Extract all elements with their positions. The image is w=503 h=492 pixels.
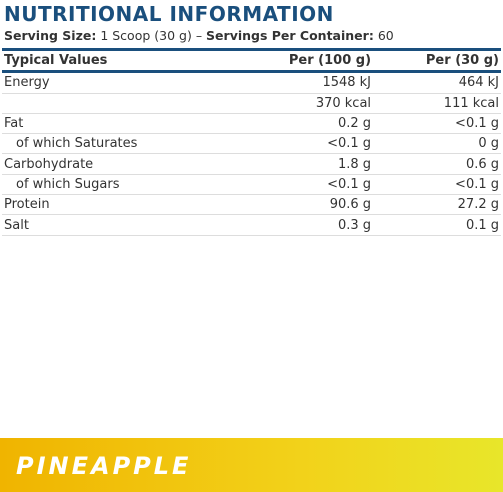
table-row: Energy 1548 kJ 464 kJ [2, 71, 501, 94]
table-row: Protein 90.6 g 27.2 g [2, 194, 501, 216]
table-row: Salt 0.3 g 0.1 g [2, 214, 501, 236]
flavor: PINEAPPLE [16, 452, 192, 480]
cell-value: 1548 kJ [230, 71, 374, 94]
cell-value: <0.1 g [230, 133, 374, 155]
cell-label: Carbohydrate [2, 153, 231, 175]
nutrition-table: Typical Values Per (100 g) Per (30 g) Energ… [2, 47, 501, 236]
table-row: 370 kcal 111 kcal [2, 93, 501, 114]
servings: 60 [377, 28, 394, 43]
cell-value: 1.8 g [230, 153, 374, 175]
cell-value: <0.1 g [373, 174, 501, 196]
table-row: Carbohydrate 1.8 g 0.6 g [2, 153, 501, 175]
cell-value: 0.6 g [373, 153, 501, 175]
cell-label: of which Sugars [2, 174, 231, 196]
cell-label: Energy [2, 71, 231, 94]
column-header: Per (30 g) [373, 47, 501, 74]
cell-value: 0.3 g [230, 214, 374, 236]
cell-value: <0.1 g [373, 113, 501, 135]
cell-value: 27.2 g [373, 194, 501, 216]
cell-label [2, 93, 231, 114]
cell-value: 90.6 g [230, 194, 374, 216]
serving-size: 1 Scoop (30 g) [100, 28, 192, 43]
cell-value: 0 g [373, 133, 501, 155]
cell-label: Salt [2, 214, 231, 236]
table-row: Fat 0.2 g <0.1 g [2, 113, 501, 135]
cell-value: 464 kJ [373, 71, 501, 94]
serving-size-label: Serving Size: [4, 28, 97, 43]
header-row: Typical Values Per (100 g) Per (30 g) [2, 47, 501, 74]
cell-label: Fat [2, 113, 231, 135]
cell-value: 0.1 g [373, 214, 501, 236]
column-header: Per (100 g) [230, 47, 374, 74]
cell-value: 0.2 g [230, 113, 374, 135]
column-header: Typical Values [2, 47, 231, 74]
cell-value: <0.1 g [230, 174, 374, 196]
serving-info: Serving Size: 1 Scoop (30 g) – Servings … [4, 28, 394, 43]
servings-label: Servings Per Container: [206, 28, 374, 43]
table-row: of which Sugars <0.1 g <0.1 g [2, 174, 501, 196]
flavor-banner: PINEAPPLE [0, 438, 503, 492]
separator: – [195, 28, 203, 43]
cell-value: 111 kcal [373, 93, 501, 114]
cell-label: Protein [2, 194, 231, 216]
title: NUTRITIONAL INFORMATION [4, 2, 334, 26]
cell-value: 370 kcal [230, 93, 374, 114]
cell-label: of which Saturates [2, 133, 231, 155]
